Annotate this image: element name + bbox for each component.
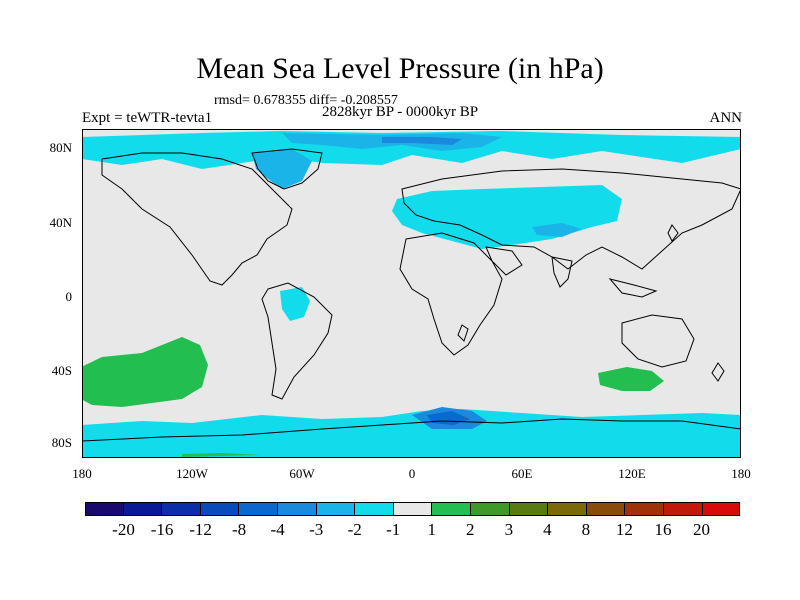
colorbar-swatch <box>662 502 702 516</box>
lon-tick-0: 0 <box>408 466 416 481</box>
colorbar-swatch <box>701 502 741 516</box>
colorbar-label: 3 <box>504 520 514 539</box>
colorbar-swatch <box>199 502 239 516</box>
map-panel <box>77 129 742 458</box>
arctic-cyan-band <box>82 131 741 169</box>
lat-tick-80n: 80N <box>49 140 72 155</box>
pressure-anomaly-map <box>77 129 742 458</box>
lat-tick-80s: 80S <box>51 435 72 450</box>
coastlines <box>81 148 742 442</box>
indian-ocean-green <box>598 367 664 391</box>
colorbar-swatch <box>315 502 355 516</box>
period-line: 2828kyr BP - 0000kyr BP <box>322 104 479 120</box>
colorbar-label: 8 <box>581 520 591 539</box>
lon-tick-60w: 60W <box>289 466 315 481</box>
colorbar-label: -2 <box>347 520 362 539</box>
map-title: Mean Sea Level Pressure (in hPa) <box>196 52 604 85</box>
colorbar-swatch <box>161 502 200 516</box>
antarctic-green-patch <box>182 453 262 457</box>
colorbar-label: -3 <box>309 520 324 539</box>
colorbar-label: 12 <box>615 520 633 539</box>
colorbar-swatch <box>392 502 432 516</box>
colorbar-label: 2 <box>466 520 475 539</box>
colorbar-label: -4 <box>270 520 285 539</box>
colorbar-swatch <box>624 502 663 516</box>
colorbar-swatch <box>585 502 625 516</box>
map-frame <box>82 129 741 458</box>
greenland-patch <box>252 149 312 189</box>
colorbar-label: -1 <box>386 520 401 539</box>
lon-tick-180e: 180 <box>731 466 751 481</box>
lon-tick-180w: 180 <box>72 466 92 481</box>
colorbar-label: 20 <box>692 520 710 539</box>
amazon-cyan <box>280 287 310 321</box>
stats-line: rmsd= 0.678355 diff= -0.208557 <box>214 93 398 108</box>
colorbar-label: -20 <box>112 520 135 539</box>
lat-tick-40s: 40S <box>51 363 72 378</box>
lon-tick-60e: 60E <box>511 466 533 481</box>
colorbar-label: 1 <box>427 520 437 539</box>
colorbar-swatch <box>469 502 509 516</box>
arctic-blue-core <box>382 137 462 145</box>
lon-tick-120e: 120E <box>618 466 646 481</box>
lat-tick-0: 0 <box>65 289 73 304</box>
colorbar-label: -12 <box>189 520 212 539</box>
colorbar-label: -16 <box>150 520 174 539</box>
colorbar-swatch <box>238 502 277 516</box>
south-pacific-green <box>77 337 208 407</box>
southern-ocean-cyan <box>82 409 741 458</box>
eurasia-light-blue <box>532 223 582 237</box>
ocean-background <box>82 129 741 458</box>
colorbar-swatch <box>431 502 470 516</box>
colorbar-swatch <box>276 502 316 516</box>
experiment-label: Expt = teWTR-tevta1 <box>82 110 213 126</box>
colorbar-label: 4 <box>543 520 552 539</box>
lon-tick-120w: 120W <box>176 466 208 481</box>
lat-tick-40n: 40N <box>49 215 72 230</box>
colorbar-swatch <box>85 502 123 516</box>
colorbar-label: 16 <box>654 520 672 539</box>
colorbar-swatch <box>508 502 548 516</box>
colorbar <box>85 502 741 516</box>
colorbar-swatch <box>354 502 393 516</box>
colorbar-label: -8 <box>232 520 247 539</box>
colorbar-swatch <box>547 502 586 516</box>
season-label: ANN <box>709 110 743 126</box>
colorbar-swatch <box>122 502 162 516</box>
